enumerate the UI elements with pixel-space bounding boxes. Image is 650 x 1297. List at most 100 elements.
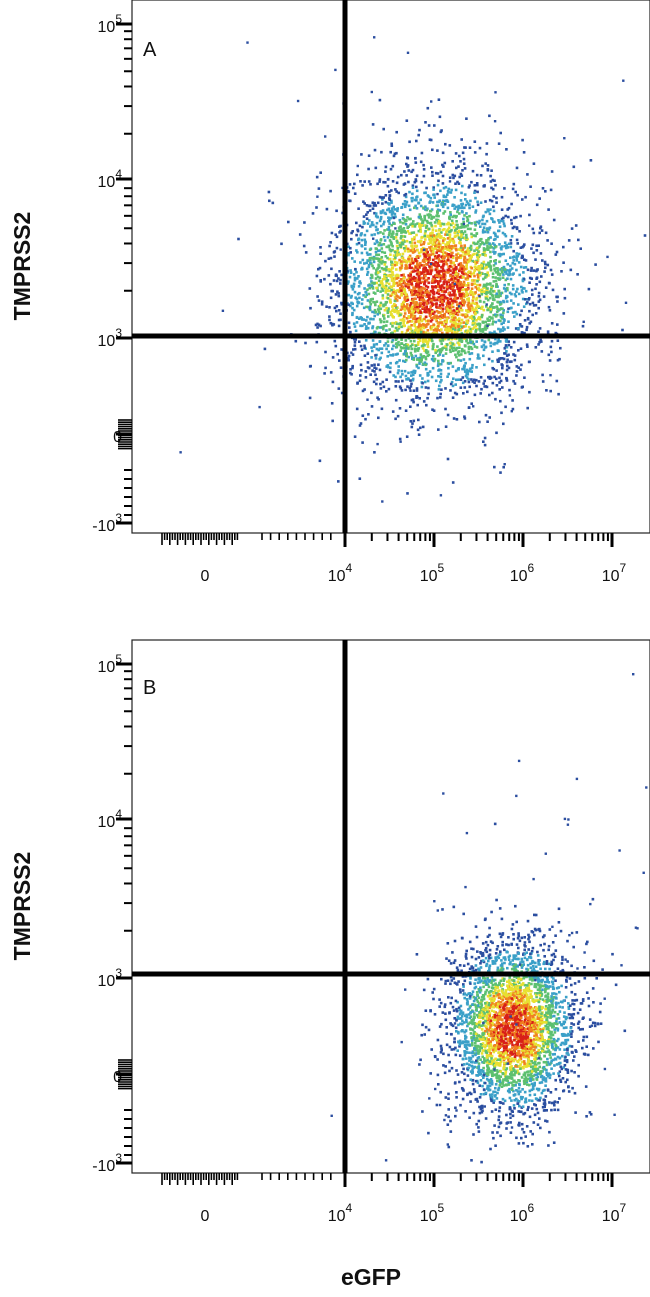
event-dot (509, 242, 513, 245)
event-dot (365, 305, 368, 309)
event-dot (355, 270, 358, 274)
event-dot (440, 270, 443, 273)
event-dot (364, 240, 367, 244)
event-dot (472, 1034, 475, 1037)
event-dot (486, 291, 490, 294)
event-dot (487, 248, 490, 251)
event-dot (494, 279, 498, 283)
event-dot (349, 304, 352, 308)
event-dot (484, 200, 487, 203)
event-dot (550, 1101, 554, 1105)
event-dot (404, 388, 407, 392)
event-dot (480, 345, 484, 349)
event-dot (448, 230, 451, 233)
event-dot (377, 253, 381, 257)
event-dot (340, 391, 344, 395)
event-dot (330, 267, 333, 271)
event-dot (388, 190, 391, 194)
event-dot (460, 174, 464, 177)
event-dot (451, 289, 455, 293)
event-dot (361, 441, 364, 444)
event-dot (509, 299, 513, 302)
event-dot (510, 218, 513, 222)
event-dot (351, 306, 354, 310)
event-dot (500, 247, 503, 251)
event-dot (376, 215, 379, 219)
event-dot (451, 384, 455, 388)
event-dot (374, 354, 377, 357)
event-dot (378, 249, 381, 252)
event-dot (502, 422, 505, 426)
event-dot (329, 321, 333, 325)
event-dot (496, 307, 499, 310)
event-dot (463, 337, 466, 340)
event-dot (456, 278, 460, 282)
event-dot (375, 327, 379, 330)
event-dot (413, 297, 417, 300)
event-dot (420, 293, 423, 297)
event-dot (511, 273, 514, 276)
event-dot (393, 250, 397, 254)
event-dot (504, 1048, 508, 1052)
event-dot (420, 287, 423, 290)
event-dot (394, 375, 397, 379)
event-dot (443, 161, 447, 165)
event-dot (476, 1081, 480, 1085)
event-dot (500, 959, 503, 962)
event-dot (491, 983, 495, 987)
event-dot (456, 210, 459, 214)
event-dot (375, 281, 379, 285)
event-dot (534, 346, 538, 349)
event-dot (479, 242, 482, 246)
event-dot (327, 274, 331, 277)
event-dot (438, 353, 442, 356)
event-dot (457, 358, 460, 362)
event-dot (367, 263, 371, 267)
event-dot (375, 286, 378, 290)
event-dot (405, 162, 408, 166)
event-dot (409, 339, 413, 343)
event-dot (382, 243, 386, 246)
event-dot (502, 252, 505, 256)
event-dot (404, 223, 408, 226)
event-dot (426, 285, 430, 289)
event-dot (492, 1136, 495, 1140)
event-dot (418, 316, 421, 320)
event-dot (452, 261, 455, 265)
event-dot (431, 262, 435, 266)
event-dot (420, 344, 424, 348)
event-dot (417, 418, 420, 422)
event-dot (481, 253, 484, 256)
event-dot (352, 282, 356, 286)
event-dot (420, 289, 424, 293)
event-dot (404, 231, 408, 234)
event-dot (408, 288, 411, 292)
event-dot (388, 218, 391, 222)
event-dot (486, 230, 490, 234)
event-dot (516, 254, 520, 258)
event-dot (395, 130, 398, 134)
event-dot (388, 194, 392, 197)
event-dot (475, 301, 478, 305)
event-dot (436, 261, 440, 265)
event-dot (427, 1131, 430, 1135)
event-dot (525, 328, 528, 332)
event-dot (436, 270, 439, 273)
event-dot (381, 260, 385, 264)
event-dot (432, 312, 435, 315)
event-dot (448, 223, 451, 226)
event-dot (509, 1112, 512, 1116)
event-dot (510, 360, 513, 363)
event-dot (516, 287, 519, 291)
event-dot (388, 298, 392, 302)
event-dot (551, 941, 555, 944)
event-dot (433, 196, 436, 199)
event-dot (475, 261, 479, 264)
event-dot (500, 363, 503, 366)
event-dot (388, 239, 392, 242)
event-dot (377, 263, 380, 267)
event-dot (439, 494, 443, 497)
event-dot (396, 289, 399, 292)
event-dot (417, 263, 421, 267)
event-dot (410, 293, 414, 297)
